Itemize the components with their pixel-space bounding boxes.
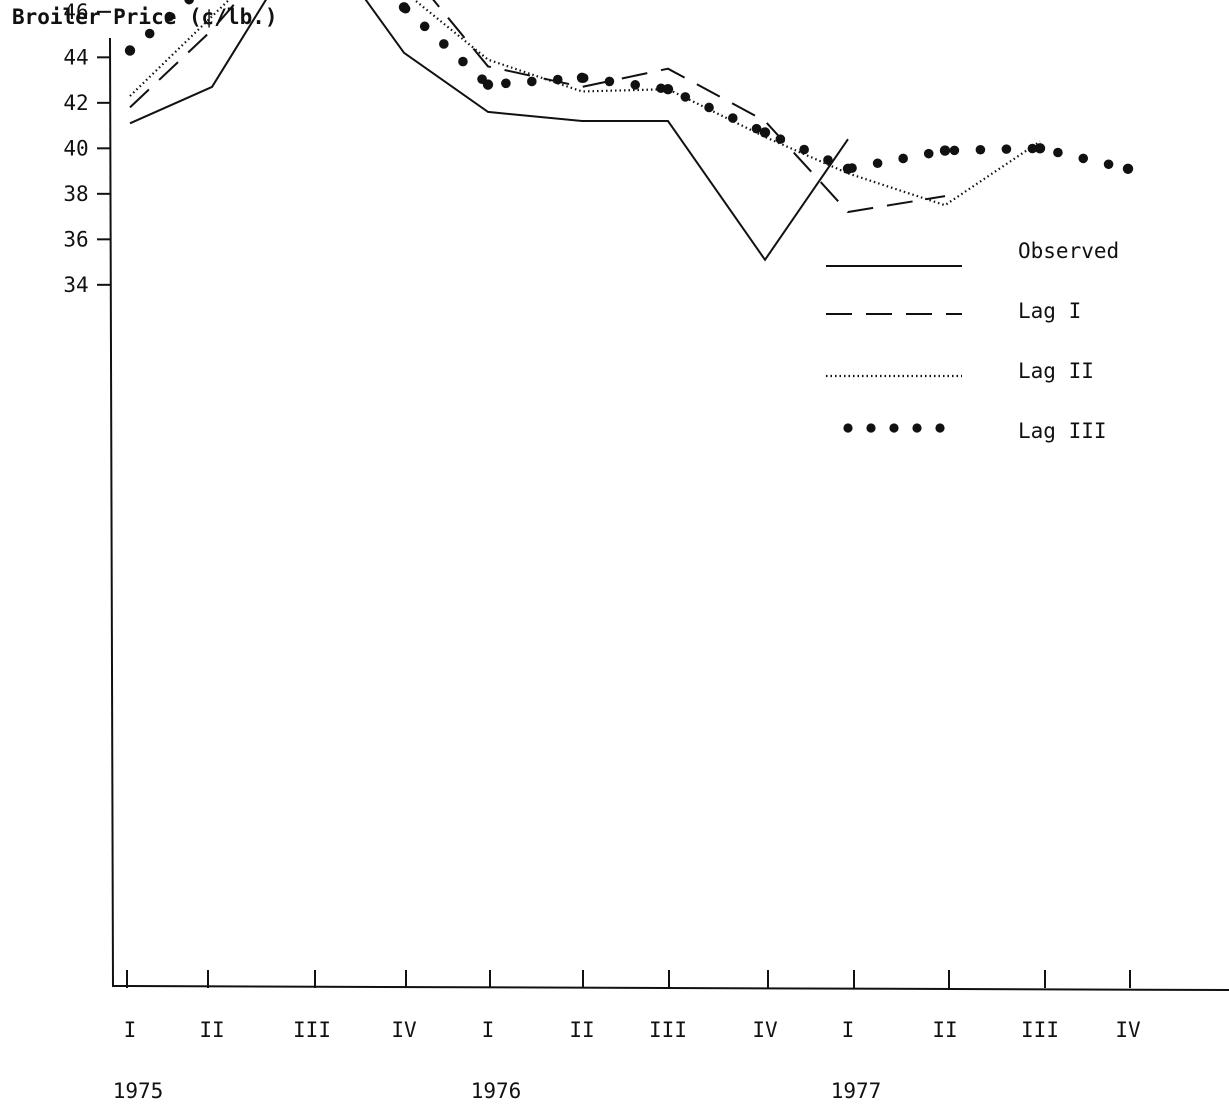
legend-dot bbox=[912, 423, 922, 433]
lag-iii-dot bbox=[527, 76, 537, 87]
lag-iii-dot bbox=[823, 155, 833, 165]
legend-label: Lag I bbox=[1018, 299, 1081, 323]
x-tick-label: III bbox=[649, 1018, 687, 1042]
x-tick-label: I bbox=[842, 1018, 855, 1042]
lag-iii-dot bbox=[923, 148, 934, 159]
x-tick-label: II bbox=[199, 1018, 224, 1042]
lag-iii-point bbox=[576, 72, 588, 84]
x-tick-label: IV bbox=[391, 1018, 417, 1042]
series-line-observed bbox=[129, 0, 849, 262]
lag-iii-dot bbox=[1078, 153, 1089, 164]
lag-iii-dot bbox=[552, 74, 563, 85]
lag-iii-point bbox=[759, 127, 771, 138]
chart-title: Broiler Price (¢/lb.) bbox=[12, 5, 278, 29]
x-tick-label: III bbox=[1021, 1018, 1059, 1042]
x-tick-label: IV bbox=[1115, 1018, 1141, 1042]
lag-iii-dot bbox=[604, 76, 615, 87]
lag-iii-dot bbox=[728, 113, 738, 123]
legend-dot bbox=[889, 423, 899, 433]
lag-iii-point bbox=[1034, 143, 1046, 154]
legend-label: Observed bbox=[1018, 239, 1119, 263]
lag-iii-point bbox=[662, 83, 674, 95]
series-line-lag-ii bbox=[129, 0, 1041, 207]
lag-iii-dot bbox=[144, 28, 155, 39]
series-lag-iii bbox=[124, 0, 1134, 175]
lag-iii-point bbox=[939, 145, 951, 156]
lag-iii-dot bbox=[630, 80, 641, 90]
y-axis-line bbox=[109, 37, 114, 988]
x-tick-label: II bbox=[932, 1018, 957, 1042]
lag-iii-dot bbox=[1001, 144, 1012, 154]
lag-iii-dot bbox=[419, 21, 430, 32]
x-axis-line bbox=[112, 985, 1229, 991]
legend-swatch-lag-iii bbox=[843, 423, 945, 433]
lag-iii-point bbox=[398, 2, 410, 13]
y-tick-label: 44 bbox=[63, 45, 88, 69]
lag-iii-dot bbox=[751, 123, 762, 134]
lag-iii-dot bbox=[949, 145, 960, 156]
legend-dot bbox=[866, 423, 876, 433]
y-tick-label: 46 bbox=[63, 0, 88, 24]
lag-iii-dot bbox=[501, 78, 511, 89]
lag-iii-dot bbox=[680, 92, 691, 102]
lag-iii-dot bbox=[898, 153, 908, 164]
year-label: 1976 bbox=[471, 1079, 522, 1103]
legend-dot bbox=[935, 423, 945, 433]
lag-iii-dot bbox=[164, 11, 175, 22]
lag-iii-dot bbox=[704, 102, 714, 113]
year-label: 1975 bbox=[113, 1079, 164, 1103]
lag-iii-dot bbox=[975, 144, 986, 155]
series-layer bbox=[124, 0, 1134, 262]
axes: 34363840424446485052IIIIIIIVIIIIIIIVIIII… bbox=[63, 0, 1229, 1103]
lag-iii-dot bbox=[1103, 159, 1114, 170]
lag-iii-dot bbox=[1053, 147, 1063, 158]
y-tick-label: 40 bbox=[63, 136, 88, 160]
lag-iii-dot bbox=[439, 39, 449, 49]
legend: Observed Lag I Lag II Lag III bbox=[826, 239, 1119, 443]
y-tick-label: 42 bbox=[63, 91, 88, 115]
series-lag-ii bbox=[129, 0, 1041, 207]
y-tick-label: 38 bbox=[63, 182, 88, 206]
x-tick-label: I bbox=[482, 1018, 495, 1042]
x-tick-label: III bbox=[293, 1018, 331, 1042]
lag-iii-dot bbox=[799, 144, 809, 155]
lag-iii-point bbox=[842, 163, 854, 175]
series-line-lag-i bbox=[129, 0, 946, 214]
legend-dot bbox=[843, 423, 853, 433]
series-observed bbox=[129, 0, 849, 262]
year-label: 1977 bbox=[831, 1079, 882, 1103]
lag-iii-point bbox=[482, 79, 494, 90]
y-tick-label: 34 bbox=[63, 273, 88, 297]
lag-iii-point bbox=[1122, 163, 1134, 175]
legend-label: Lag II bbox=[1018, 359, 1094, 383]
x-tick-label: II bbox=[569, 1018, 594, 1042]
lag-iii-point bbox=[124, 45, 136, 56]
series-lag-i bbox=[129, 0, 946, 214]
lag-iii-dot bbox=[458, 56, 468, 67]
lag-iii-dot bbox=[184, 0, 194, 5]
lag-iii-dot bbox=[775, 134, 786, 144]
legend-label: Lag III bbox=[1018, 419, 1107, 443]
lag-iii-dot bbox=[1027, 143, 1038, 154]
x-tick-label: IV bbox=[752, 1018, 778, 1042]
lag-iii-dot bbox=[872, 158, 883, 169]
x-tick-label: I bbox=[124, 1018, 137, 1042]
y-tick-label: 36 bbox=[63, 227, 88, 251]
